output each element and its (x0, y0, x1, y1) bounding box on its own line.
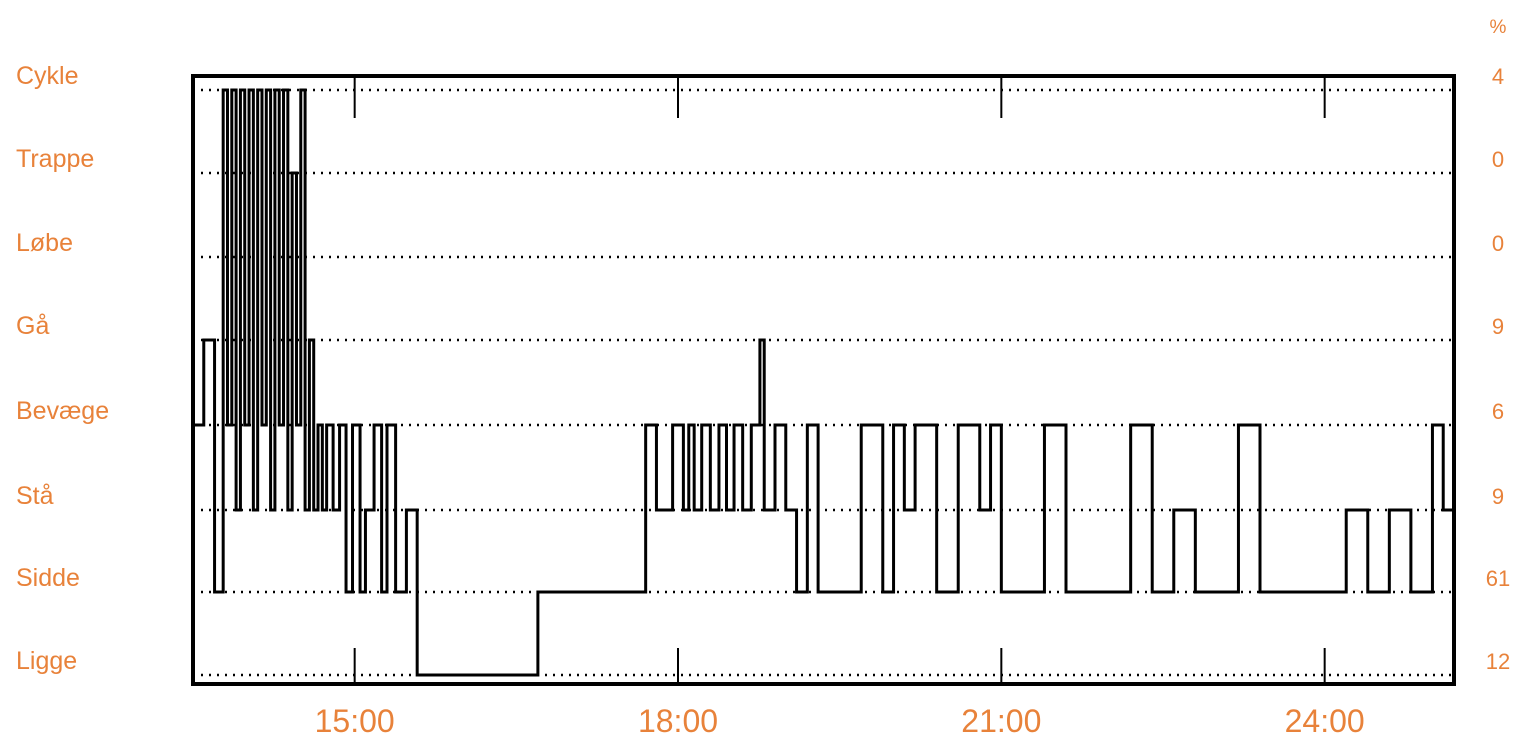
category-label: Løbe (16, 229, 73, 257)
activity-trace (193, 88, 1456, 677)
percentage-label: 61 (1486, 566, 1510, 591)
percentage-label: 0 (1492, 147, 1504, 172)
x-tick-label: 24:00 (1285, 703, 1365, 738)
category-label: Stå (16, 482, 54, 510)
percentage-label: 9 (1492, 484, 1504, 509)
percentage-label: 4 (1492, 64, 1504, 89)
category-label: Trappe (16, 145, 94, 173)
percentage-label: 6 (1492, 399, 1504, 424)
activity-series-line (193, 88, 1456, 677)
category-label: Sidde (16, 564, 80, 592)
x-axis-ticks: 15:00 18:00 21:00 24:00 (315, 76, 1365, 738)
category-label: Bevæge (16, 397, 109, 425)
plot-frame (191, 74, 1456, 686)
percentage-labels: 4 0 0 9 6 9 61 12 (1486, 64, 1510, 674)
percentage-label: 0 (1492, 231, 1504, 256)
percentage-label: 9 (1492, 314, 1504, 339)
x-tick-label: 15:00 (315, 703, 395, 738)
percentage-label: 12 (1486, 649, 1510, 674)
category-labels: Cykle Trappe Løbe Gå Bevæge Stå Sidde Ligge (16, 62, 109, 675)
x-tick-label: 21:00 (961, 703, 1041, 738)
percent-unit-label: % (1490, 17, 1507, 38)
x-tick-label: 18:00 (638, 703, 718, 738)
category-label: Ligge (16, 647, 77, 675)
category-label: Cykle (16, 62, 79, 90)
category-label: Gå (16, 312, 49, 340)
